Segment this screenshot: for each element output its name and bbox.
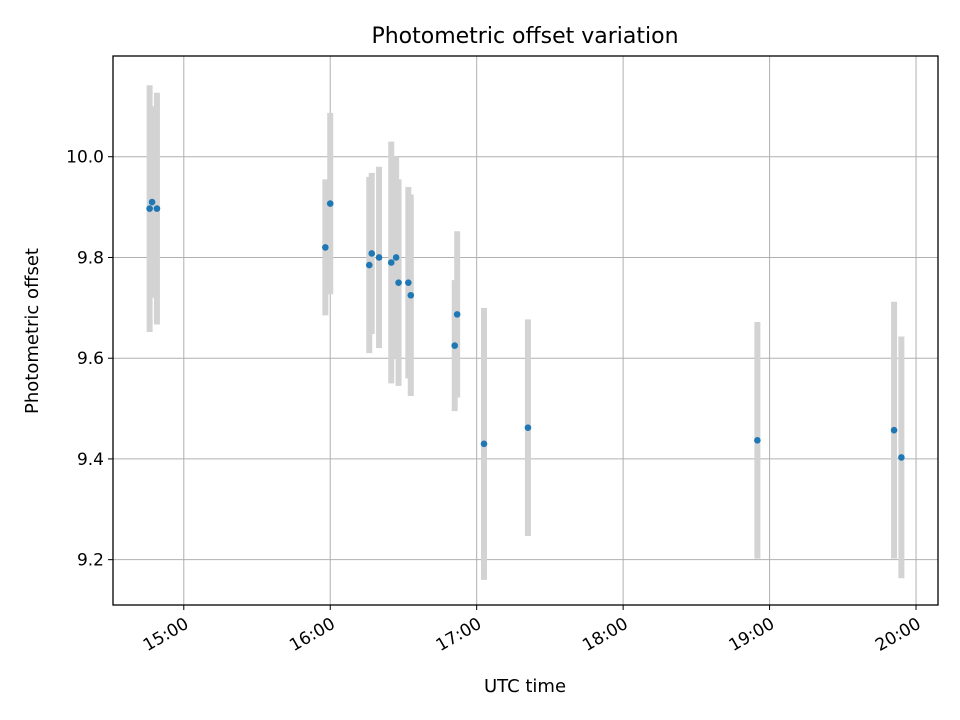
y-tick-label: 9.6 — [77, 349, 104, 369]
data-point — [368, 250, 376, 257]
data-point — [407, 291, 415, 299]
data-point — [451, 342, 459, 349]
y-tick-label: 9.2 — [77, 551, 104, 571]
data-points — [146, 198, 905, 461]
chart-title: Photometric offset variation — [371, 24, 678, 49]
data-point — [754, 437, 761, 444]
data-point — [524, 424, 532, 432]
data-point — [326, 200, 334, 207]
data-point — [375, 254, 383, 261]
x-tick-label: 20:00 — [872, 614, 924, 656]
y-ticks: 9.2 9.4 9.6 9.8 10.0 — [66, 148, 113, 571]
x-axis-label: UTC time — [484, 676, 566, 697]
y-tick-label: 9.4 — [77, 450, 104, 470]
data-point — [392, 254, 400, 261]
x-ticks: 15:00 16:00 17:00 18:00 19:00 20:00 — [140, 605, 925, 656]
data-point — [148, 198, 156, 206]
data-point — [365, 261, 373, 269]
plot-frame — [112, 55, 939, 606]
x-tick-label: 19:00 — [726, 614, 778, 656]
data-point — [453, 311, 461, 318]
data-point — [480, 440, 488, 448]
data-point — [395, 279, 402, 286]
x-tick-label: 18:00 — [579, 614, 631, 656]
x-tick-label: 16:00 — [286, 614, 338, 656]
data-point — [898, 454, 905, 461]
y-tick-label: 9.8 — [77, 248, 104, 268]
y-axis-label: Photometric offset — [22, 248, 43, 414]
data-point — [146, 205, 153, 212]
x-tick-label: 15:00 — [140, 614, 192, 656]
error-bars — [146, 85, 905, 580]
x-tick-label: 17:00 — [433, 614, 485, 656]
data-point — [153, 205, 161, 212]
data-point — [890, 426, 898, 434]
data-point — [405, 279, 412, 286]
data-point — [387, 259, 395, 266]
data-point — [322, 244, 329, 251]
y-tick-label: 10.0 — [66, 148, 104, 168]
